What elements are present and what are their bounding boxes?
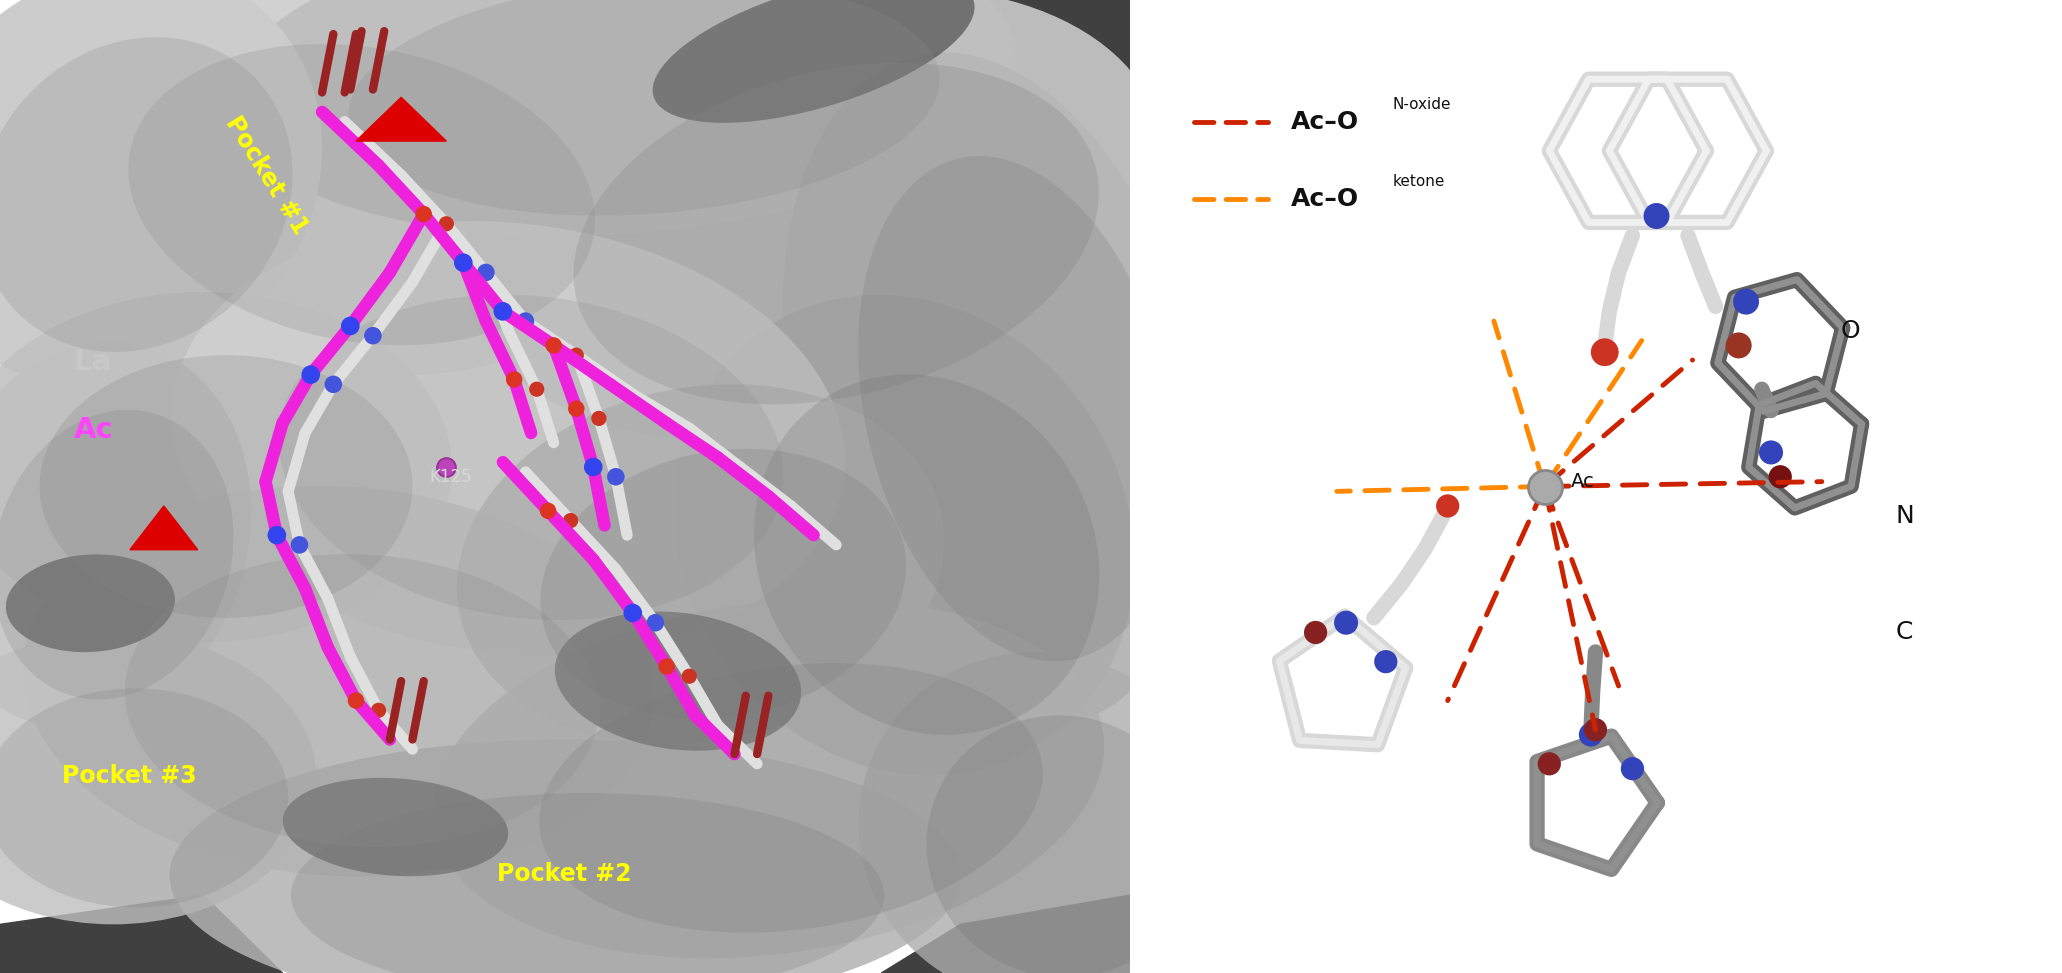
Text: Ac: Ac (1571, 472, 1594, 491)
Point (497, 372, 530, 387)
Ellipse shape (0, 342, 252, 728)
Point (429, 459, 462, 475)
Point (334, 318, 367, 334)
Polygon shape (621, 0, 1130, 78)
Ellipse shape (27, 0, 650, 376)
Point (1763, 469, 1796, 485)
Ellipse shape (23, 486, 656, 877)
Text: Pocket #1: Pocket #1 (221, 112, 311, 238)
Point (1330, 615, 1363, 631)
Point (447, 255, 480, 270)
Ellipse shape (348, 0, 940, 216)
Text: N: N (1895, 504, 1914, 527)
Point (487, 304, 520, 319)
Ellipse shape (674, 295, 1134, 775)
Ellipse shape (0, 292, 452, 642)
Ellipse shape (171, 221, 845, 655)
Point (532, 503, 565, 519)
Point (581, 411, 614, 426)
Polygon shape (357, 97, 445, 141)
Point (650, 659, 683, 674)
Point (1575, 727, 1608, 742)
Point (1588, 344, 1621, 360)
Ellipse shape (555, 611, 802, 751)
Point (1730, 294, 1763, 309)
Text: C: C (1895, 621, 1914, 644)
Ellipse shape (0, 37, 293, 352)
Ellipse shape (755, 375, 1099, 735)
Point (639, 615, 672, 631)
Ellipse shape (278, 295, 784, 620)
Point (509, 313, 542, 329)
Point (1299, 625, 1332, 640)
Point (1755, 445, 1788, 460)
Point (1528, 479, 1561, 494)
Ellipse shape (538, 663, 1043, 933)
Point (559, 401, 592, 416)
Point (408, 206, 441, 222)
Ellipse shape (227, 0, 1017, 235)
Point (340, 693, 373, 708)
Point (1579, 722, 1612, 738)
Point (577, 459, 610, 475)
Ellipse shape (0, 0, 322, 385)
Ellipse shape (282, 777, 507, 877)
Point (672, 668, 705, 684)
Ellipse shape (458, 384, 944, 744)
Ellipse shape (540, 449, 905, 719)
Polygon shape (961, 0, 1130, 117)
Ellipse shape (926, 715, 1198, 973)
Ellipse shape (654, 0, 975, 123)
Point (559, 347, 592, 363)
Ellipse shape (858, 156, 1175, 662)
Point (1532, 756, 1565, 772)
Ellipse shape (39, 355, 412, 618)
Text: Pocket #3: Pocket #3 (62, 764, 196, 788)
Text: N-oxide: N-oxide (1392, 96, 1452, 112)
Text: O: O (1839, 319, 1860, 342)
Ellipse shape (0, 632, 315, 924)
Point (600, 469, 633, 485)
Point (520, 381, 553, 397)
Ellipse shape (0, 410, 233, 700)
Point (1639, 208, 1672, 224)
Point (1369, 654, 1402, 669)
Point (357, 328, 390, 343)
Point (617, 605, 650, 621)
Point (470, 265, 503, 280)
Point (295, 367, 328, 382)
Ellipse shape (0, 689, 289, 907)
Point (282, 537, 315, 553)
Ellipse shape (858, 652, 1221, 973)
Ellipse shape (169, 739, 961, 973)
Point (1722, 338, 1755, 353)
Polygon shape (880, 895, 1130, 973)
Point (318, 377, 351, 392)
Ellipse shape (573, 63, 1099, 404)
Point (363, 703, 396, 718)
Ellipse shape (128, 44, 596, 345)
Ellipse shape (433, 598, 1103, 958)
Point (429, 216, 462, 232)
Point (260, 527, 293, 543)
Text: K125: K125 (429, 468, 472, 486)
Text: ketone: ketone (1392, 174, 1445, 190)
Point (555, 513, 588, 528)
Point (538, 338, 571, 353)
Text: La: La (74, 347, 111, 376)
Text: Ac: Ac (74, 415, 113, 444)
Ellipse shape (464, 0, 1163, 442)
Point (1617, 761, 1650, 776)
Text: Ac–O: Ac–O (1291, 188, 1359, 211)
Polygon shape (0, 895, 282, 973)
Ellipse shape (124, 554, 598, 847)
Polygon shape (130, 506, 198, 550)
Ellipse shape (6, 555, 175, 652)
Ellipse shape (291, 793, 885, 973)
Text: Pocket #2: Pocket #2 (497, 861, 631, 885)
Point (1431, 498, 1464, 514)
Ellipse shape (784, 53, 1206, 726)
Text: Ac–O: Ac–O (1291, 110, 1359, 133)
